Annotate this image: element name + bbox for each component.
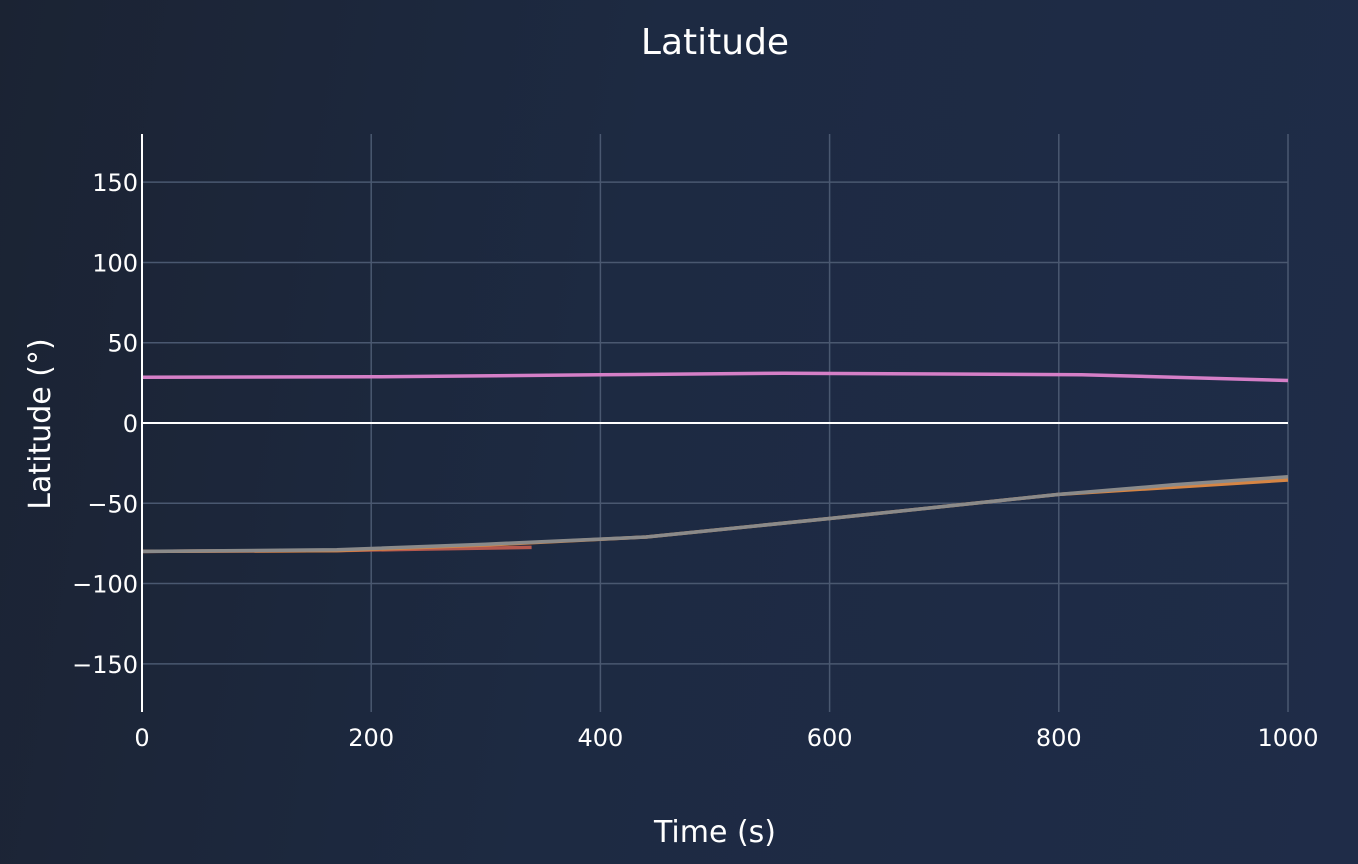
chart-title: Latitude: [641, 22, 789, 63]
y-tick-label: −100: [72, 571, 138, 599]
x-axis-label: Time (s): [653, 815, 776, 850]
y-tick-label: 150: [92, 169, 138, 197]
x-tick-label: 400: [577, 724, 623, 752]
y-axis-ticks: 150 100 50 0 −50 −100 −150: [72, 169, 138, 679]
series-line-1: [141, 371, 1289, 383]
x-tick-label: 0: [134, 724, 149, 752]
y-axis-label: Latitude (°): [23, 338, 58, 509]
series-lines: [141, 371, 1289, 554]
y-tick-label: −50: [87, 490, 138, 518]
y-tick-label: −150: [72, 651, 138, 679]
x-axis-ticks: 0 200 400 600 800 1000: [134, 724, 1318, 752]
y-tick-label: 100: [92, 249, 138, 277]
y-tick-label: 0: [123, 410, 138, 438]
series-line-4: [141, 475, 1289, 554]
x-tick-label: 1000: [1257, 724, 1318, 752]
y-tick-label: 50: [107, 330, 138, 358]
x-tick-label: 800: [1036, 724, 1082, 752]
x-tick-label: 200: [348, 724, 394, 752]
x-tick-label: 600: [807, 724, 853, 752]
